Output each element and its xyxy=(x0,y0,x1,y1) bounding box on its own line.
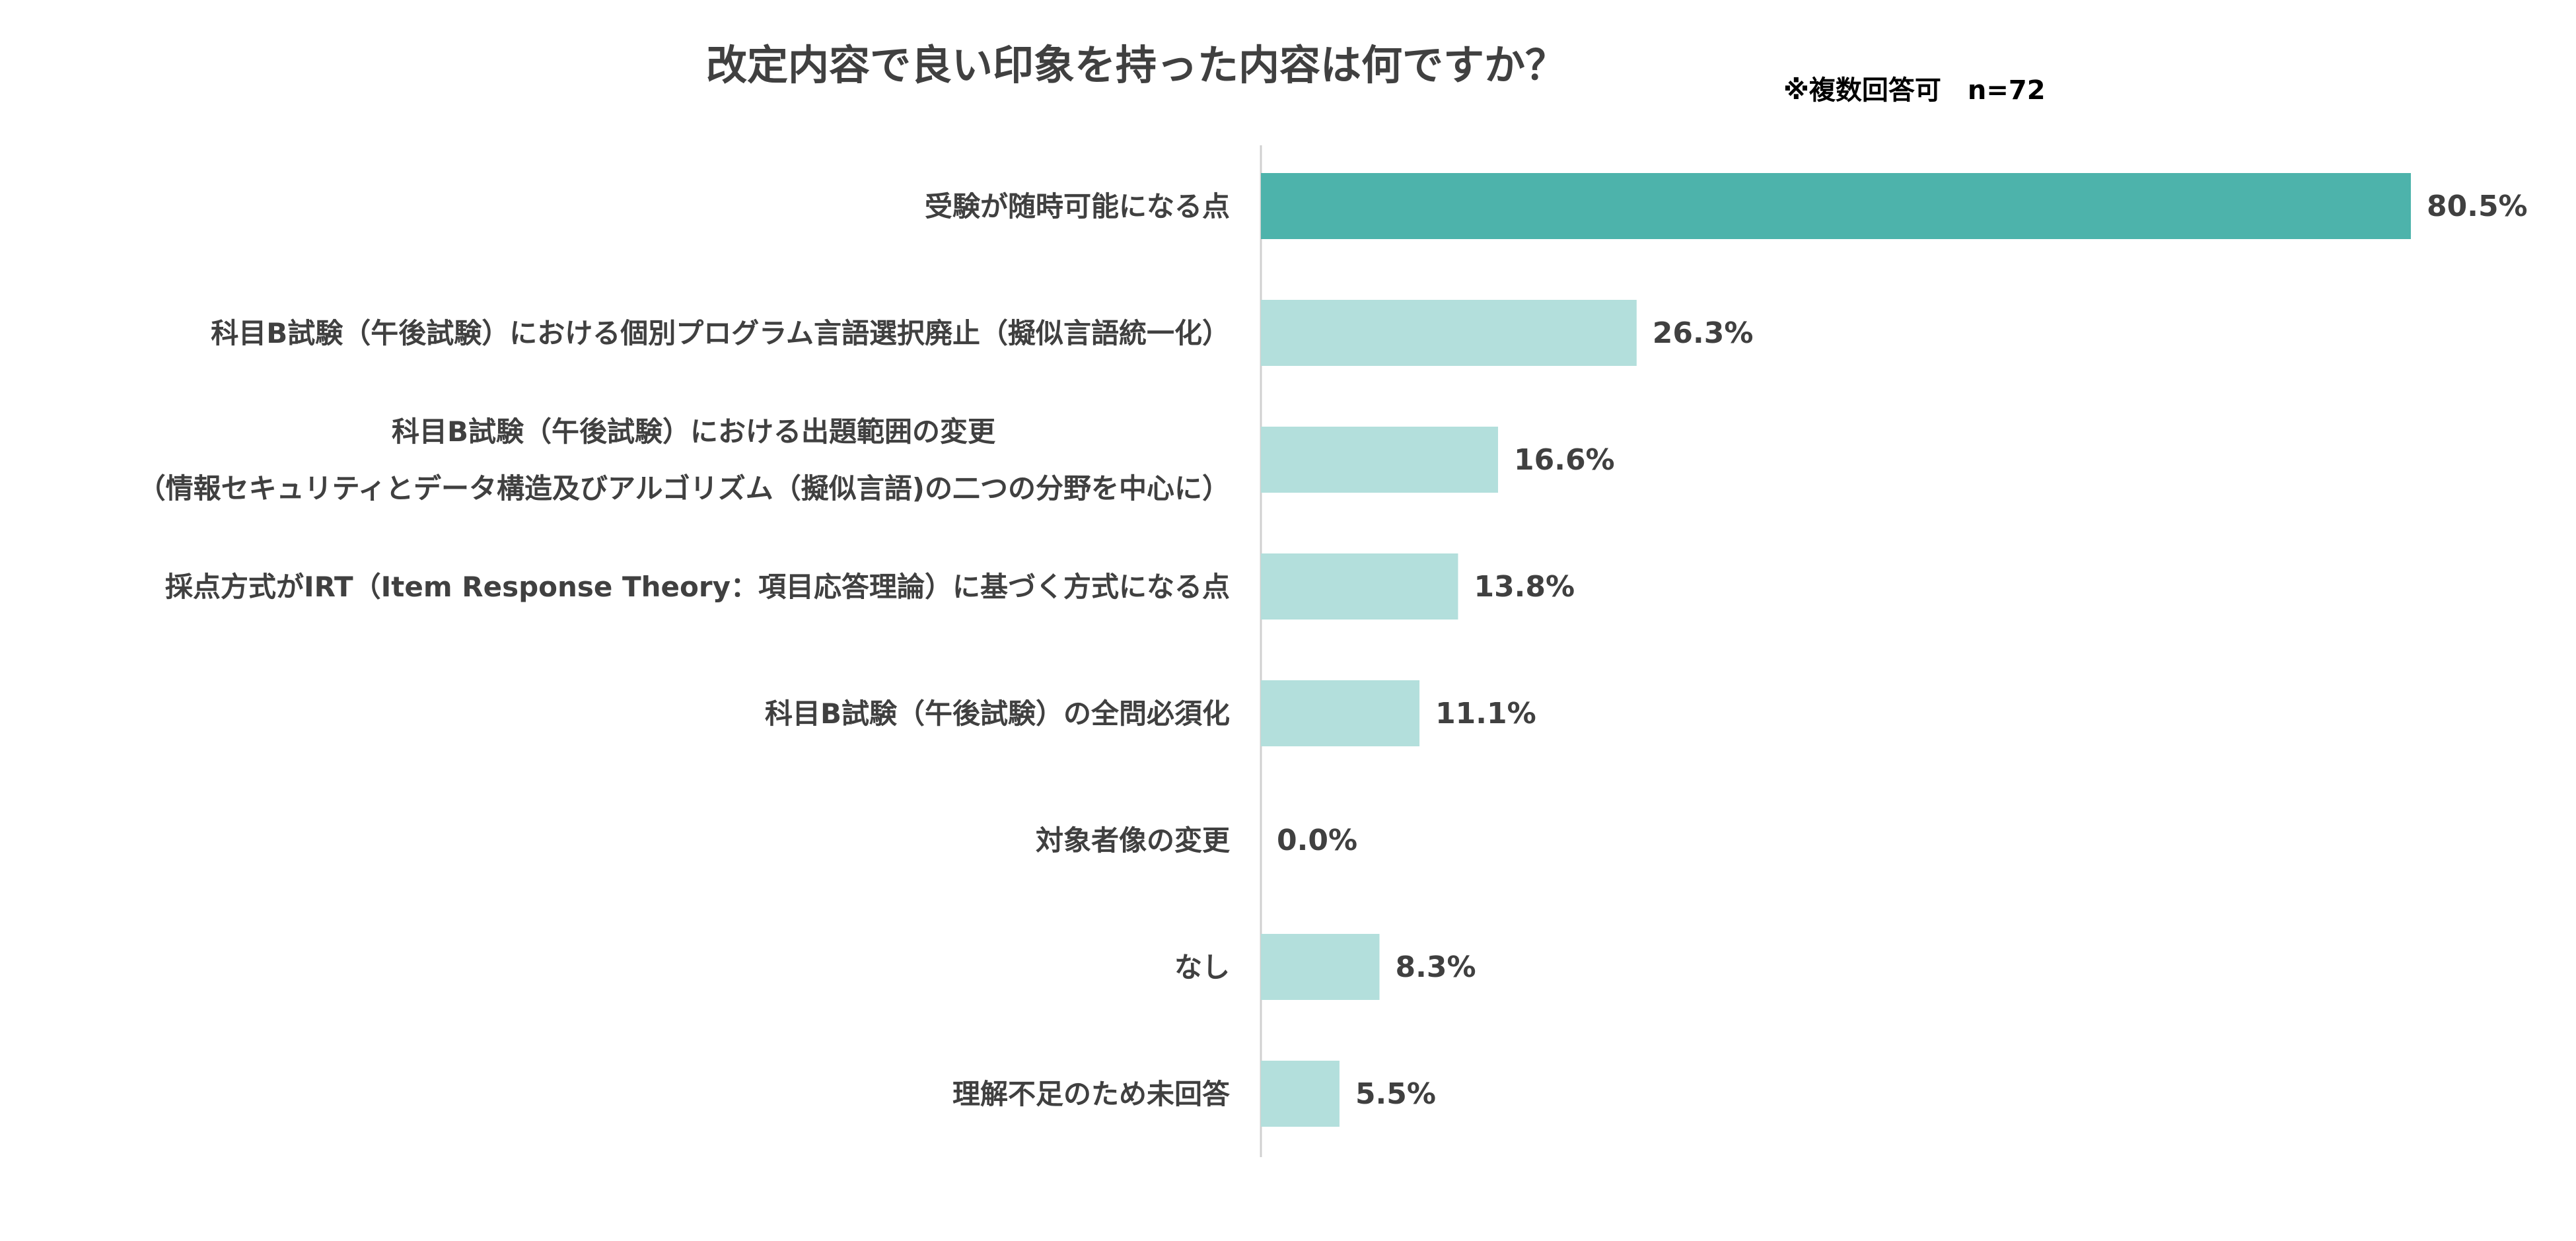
category-label-4: 科目B試験（午後試験）の全問必須化 xyxy=(765,697,1230,730)
value-label-7: 5.5% xyxy=(1355,1077,1436,1111)
category-label-line: なし xyxy=(1174,951,1230,983)
value-label-4: 11.1% xyxy=(1435,697,1536,730)
value-label-6: 8.3% xyxy=(1396,950,1476,984)
value-label-5: 0.0% xyxy=(1277,824,1357,857)
chart-title: 改定内容で良い印象を持った内容は何ですか？ xyxy=(706,41,1566,89)
value-label-2: 16.6% xyxy=(1514,443,1615,477)
value-labels-group: 80.5% 26.3% 16.6% 13.8% 11.1% 0.0% 8.3% 5.5% xyxy=(1277,190,2528,1111)
category-label-0: 受験が随時可能になる点 xyxy=(925,190,1230,223)
category-labels-group: 受験が随時可能になる点科目B試験（午後試験）における個別プログラム言語選択廃止（… xyxy=(138,190,1231,1110)
bar-2 xyxy=(1261,427,1499,493)
category-label-3: 採点方式がIRT（Item Response Theory：項目応答理論）に基づ… xyxy=(165,571,1230,603)
value-label-0: 80.5% xyxy=(2427,190,2528,223)
value-label-3: 13.8% xyxy=(1474,570,1575,604)
category-label-line: 採点方式がIRT（Item Response Theory：項目応答理論）に基づ… xyxy=(165,571,1230,603)
category-label-5: 対象者像の変更 xyxy=(1036,824,1231,857)
bars-group xyxy=(1261,173,2411,1127)
chart-note: ※複数回答可 n=72 xyxy=(1783,75,2046,106)
bar-0 xyxy=(1261,173,2411,239)
bar-3 xyxy=(1261,553,1458,620)
category-label-line: （情報セキュリティとデータ構造及びアルゴリズム（擬似言語)の二つの分野を中心に） xyxy=(138,472,1230,505)
bar-7 xyxy=(1261,1061,1340,1127)
category-label-line: 科目B試験（午後試験）における個別プログラム言語選択廃止（擬似言語統一化） xyxy=(211,317,1230,349)
category-label-line: 理解不足のため未回答 xyxy=(952,1078,1231,1110)
category-label-7: 理解不足のため未回答 xyxy=(952,1078,1231,1110)
category-label-6: なし xyxy=(1174,951,1230,983)
bar-4 xyxy=(1261,680,1420,746)
category-label-line: 科目B試験（午後試験）の全問必須化 xyxy=(765,697,1230,730)
category-label-line: 対象者像の変更 xyxy=(1036,824,1231,857)
bar-1 xyxy=(1261,300,1637,366)
bar-6 xyxy=(1261,934,1380,1000)
category-label-2: 科目B試験（午後試験）における出題範囲の変更 （情報セキュリティとデータ構造及びア… xyxy=(138,415,1230,505)
category-label-line: 科目B試験（午後試験）における出題範囲の変更 xyxy=(392,415,996,448)
category-label-1: 科目B試験（午後試験）における個別プログラム言語選択廃止（擬似言語統一化） xyxy=(211,317,1230,349)
value-label-1: 26.3% xyxy=(1653,316,1754,350)
category-label-line: 受験が随時可能になる点 xyxy=(925,190,1230,223)
